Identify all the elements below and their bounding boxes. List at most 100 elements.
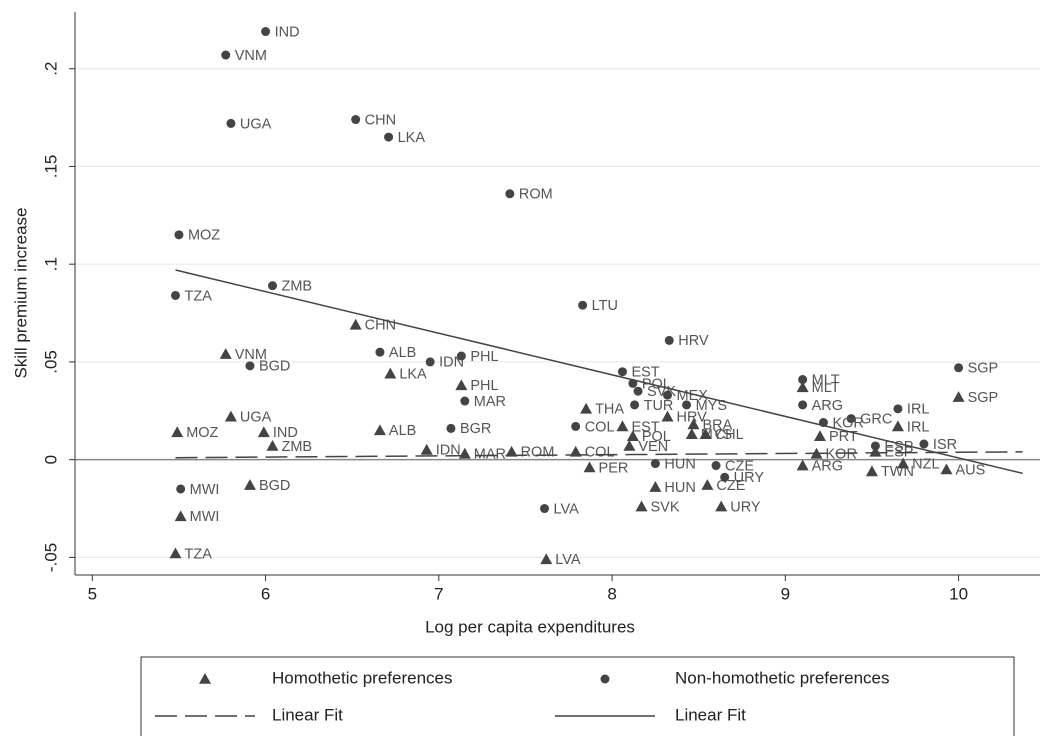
point [891, 420, 904, 432]
point [243, 479, 256, 490]
point [170, 290, 180, 300]
point [219, 348, 232, 359]
x-tick-label: 8 [607, 584, 616, 603]
point [375, 347, 385, 357]
y-axis-title: Skill premium increase [11, 208, 30, 379]
point [456, 351, 466, 361]
point-label: MWI [190, 482, 220, 498]
point [711, 461, 721, 471]
point [617, 367, 627, 377]
y-tick-label: -.05 [41, 543, 60, 572]
point [869, 445, 882, 457]
point [870, 441, 880, 451]
point-label: CHL [715, 427, 744, 443]
point [952, 391, 965, 402]
point-label: ARG [812, 398, 843, 414]
point [221, 50, 231, 60]
point-label: KOR [826, 447, 857, 463]
point [580, 402, 593, 414]
point-label: URY [730, 499, 761, 515]
point-label: MLT [812, 380, 840, 396]
point-label: LTU [592, 298, 618, 314]
point-label: AUS [955, 462, 985, 478]
point-label: MOZ [186, 425, 218, 441]
point [171, 426, 184, 438]
point-label: THA [595, 402, 624, 418]
point [571, 421, 581, 431]
point-label: ZMB [282, 439, 313, 455]
point [425, 357, 435, 367]
x-axis-title: Log per capita expenditures [425, 617, 635, 636]
point [420, 443, 433, 455]
point-label: HUN [664, 480, 695, 496]
point-label: PHL [470, 349, 498, 365]
point [798, 375, 808, 385]
y-tick-label: 0 [41, 455, 60, 464]
point [455, 379, 468, 391]
point [798, 400, 808, 410]
point [245, 361, 255, 371]
point-label: SVK [651, 499, 680, 515]
legend-label: Homothetic preferences [272, 668, 452, 687]
point-label: HUN [664, 456, 695, 472]
point-label: VNM [235, 48, 267, 64]
point-label: MYS [696, 398, 727, 414]
point [633, 386, 643, 396]
point [174, 510, 187, 522]
point-label: CZE [716, 478, 745, 494]
point-label: LKA [398, 130, 426, 146]
point [715, 500, 728, 512]
point [540, 504, 550, 514]
point [685, 428, 698, 440]
point [893, 404, 903, 414]
point-label: UGA [240, 116, 272, 132]
point-label: URY [734, 470, 765, 486]
point [919, 439, 929, 449]
point [224, 410, 237, 422]
point-label: IND [275, 24, 300, 40]
point-label: EST [631, 419, 659, 435]
point-label: COL [585, 445, 615, 461]
point-label: TZA [184, 288, 212, 304]
point [266, 439, 279, 451]
point [897, 457, 910, 469]
point [687, 418, 700, 430]
y-tick-label: .2 [41, 62, 60, 76]
point-label: MOZ [188, 228, 220, 244]
point [616, 420, 629, 432]
point [635, 500, 648, 512]
point-label: BRA [703, 417, 733, 433]
point [699, 428, 712, 440]
fit-line [175, 269, 1023, 475]
point [650, 459, 660, 469]
point [373, 424, 386, 436]
point-label: ALB [389, 423, 416, 439]
point [578, 300, 588, 310]
point [460, 396, 470, 406]
point-label: HRV [677, 409, 708, 425]
point-label: TUR [644, 398, 674, 414]
point [813, 430, 826, 442]
point-label: PRT [829, 429, 858, 445]
point [349, 318, 362, 330]
point [505, 189, 515, 199]
point-label: SGP [968, 361, 999, 377]
point-label: BGR [460, 421, 491, 437]
point-label: NZL [912, 456, 939, 472]
point [261, 27, 271, 37]
point [268, 281, 278, 291]
point-label: HRV [678, 333, 709, 349]
x-tick-label: 10 [949, 584, 968, 603]
point-label: MWI [190, 509, 220, 525]
point-label: CHN [365, 318, 396, 334]
point [682, 400, 692, 410]
point [174, 230, 184, 240]
point-label: UGA [240, 409, 272, 425]
point-label: LVA [554, 501, 580, 517]
y-tick-label: .1 [41, 257, 60, 271]
legend-marker [600, 674, 610, 684]
point [954, 363, 964, 373]
point [169, 547, 182, 559]
point-label: LVA [555, 552, 581, 568]
